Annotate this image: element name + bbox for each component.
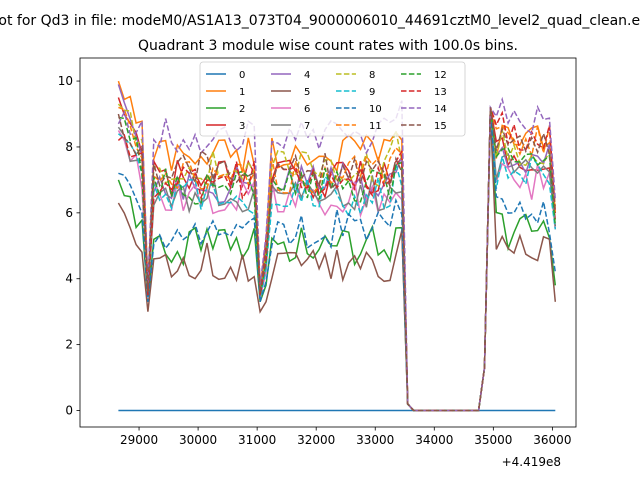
legend-label-12: 12 [434,70,447,81]
y-axis: 0 2 4 6 8 10 [58,74,80,418]
plot-area: 29000 30000 31000 32000 33000 34000 35000 36000… [58,57,577,447]
y-tick-label: 10 [58,74,73,88]
y-tick-label: 4 [65,272,73,286]
series-line-15 [117,107,557,412]
x-tick-label: 31000 [238,433,276,447]
legend-label-4: 4 [304,70,310,81]
legend-label-0: 0 [239,70,245,81]
legend-label-15: 15 [434,121,447,132]
chart-title: Quadrant 3 module wise count rates with … [138,38,518,54]
y-tick-label: 8 [65,140,73,154]
y-tick-label: 0 [65,404,73,418]
y-tick-label: 6 [65,206,73,220]
legend-label-1: 1 [239,87,245,98]
figure-suptitle: Plot for Qd3 in file: modeM0/AS1A13_073T… [0,13,640,29]
x-offset-label: +4.419e8 [502,455,561,469]
axes-frame [79,57,577,428]
legend-label-9: 9 [369,87,375,98]
x-axis: 29000 30000 31000 32000 33000 34000 35000 36000 [120,427,571,447]
x-tick-label: 35000 [474,433,512,447]
x-tick-label: 34000 [415,433,453,447]
x-tick-label: 36000 [533,433,571,447]
legend-label-3: 3 [239,121,245,132]
legend-label-8: 8 [369,70,375,81]
legend-label-10: 10 [369,104,382,115]
legend-label-6: 6 [304,104,310,115]
legend-label-5: 5 [304,87,310,98]
legend-label-13: 13 [434,87,447,98]
legend-label-2: 2 [239,104,245,115]
x-tick-label: 32000 [297,433,335,447]
legend-label-7: 7 [304,121,310,132]
x-tick-label: 29000 [120,433,158,447]
x-tick-label: 30000 [179,433,217,447]
legend-label-14: 14 [434,104,447,115]
y-tick-label: 2 [65,338,73,352]
legend-label-11: 11 [369,121,382,132]
legend-box [199,61,466,137]
x-tick-label: 33000 [356,433,394,447]
